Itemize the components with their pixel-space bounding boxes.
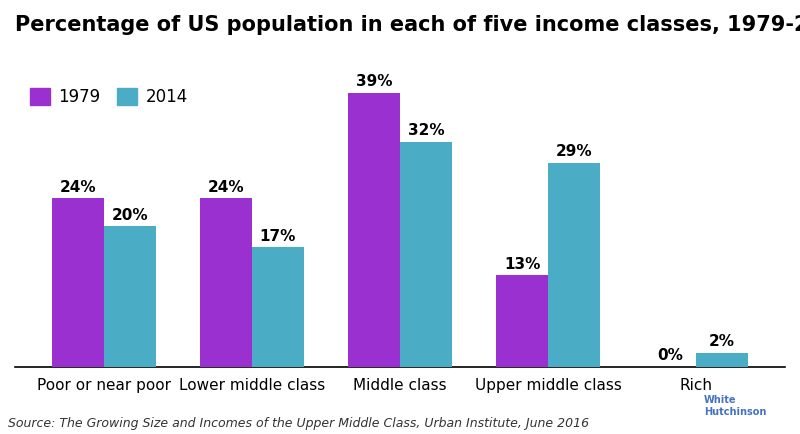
Legend: 1979, 2014: 1979, 2014 [23, 81, 194, 112]
Bar [696, 353, 748, 367]
Text: 13%: 13% [504, 257, 540, 272]
Bar [400, 142, 452, 367]
Text: 0%: 0% [658, 349, 683, 363]
Text: Percentage of US population in each of five income classes, 1979-2014: Percentage of US population in each of f… [15, 15, 800, 35]
Bar [252, 247, 304, 367]
Bar [348, 92, 400, 367]
Text: 24%: 24% [60, 180, 96, 194]
Bar [496, 276, 548, 367]
Text: 32%: 32% [408, 123, 444, 138]
Text: Source: The Growing Size and Incomes of the Upper Middle Class, Urban Institute,: Source: The Growing Size and Incomes of … [8, 417, 589, 430]
Bar [200, 198, 252, 367]
Bar [548, 163, 600, 367]
Bar [52, 198, 104, 367]
Text: 39%: 39% [356, 74, 392, 89]
Text: 2%: 2% [709, 334, 735, 349]
Text: 17%: 17% [260, 229, 296, 244]
Text: 24%: 24% [208, 180, 244, 194]
Text: White
Hutchinson: White Hutchinson [704, 395, 766, 417]
Text: 20%: 20% [111, 208, 148, 223]
Text: 29%: 29% [556, 145, 592, 159]
Bar [104, 226, 156, 367]
